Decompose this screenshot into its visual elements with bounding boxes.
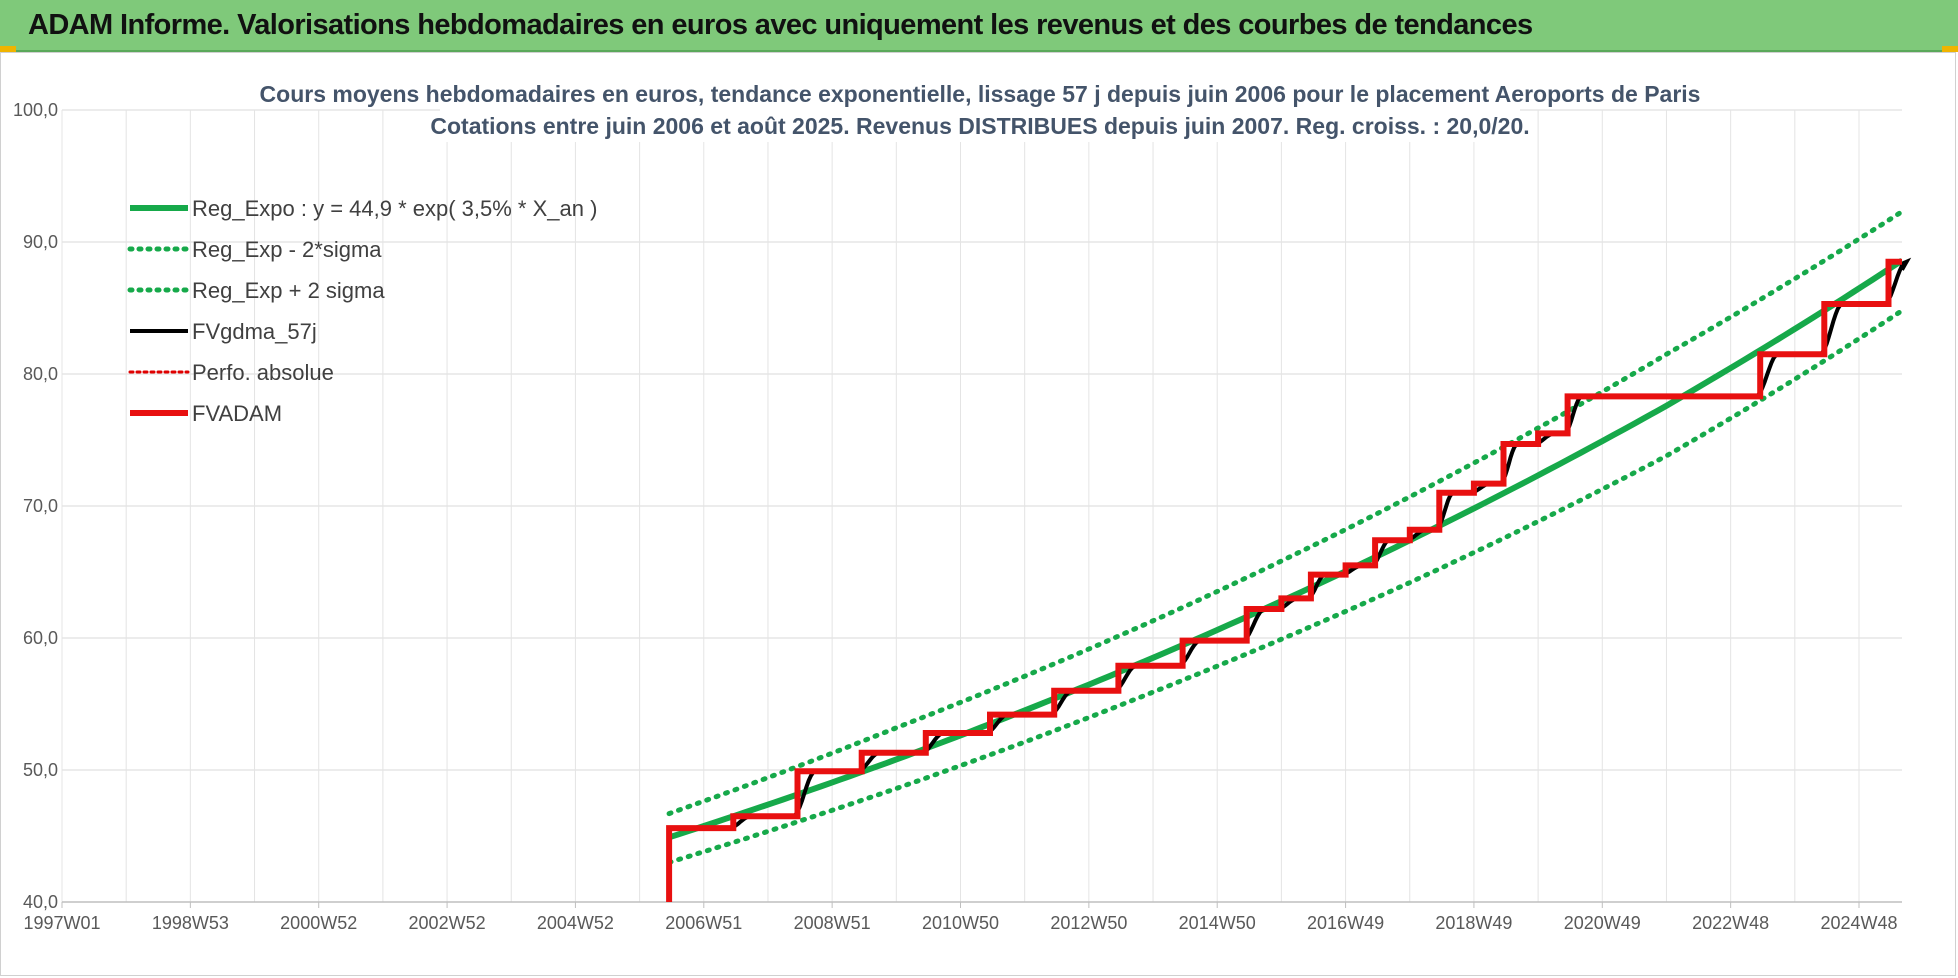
x-tick-label: 2016W49 [1307,913,1384,933]
corner-marker-left [0,46,16,52]
report-banner: ADAM Informe. Valorisations hebdomadaire… [0,0,1958,52]
title-background-1 [270,74,1690,108]
y-tick-label: 100,0 [13,100,58,120]
y-tick-label: 60,0 [23,628,58,648]
series-fvadam [666,258,1902,902]
x-tick-label: 2008W51 [794,913,871,933]
x-tick-label: 2012W50 [1050,913,1127,933]
x-tick-label: 2022W48 [1692,913,1769,933]
x-tick-label: 2024W48 [1820,913,1897,933]
x-tick-label: 2004W52 [537,913,614,933]
x-tick-label: 1997W01 [23,913,100,933]
series-reg-plus-2sigma [666,209,1905,817]
y-tick-label: 90,0 [23,232,58,252]
legend-label: FVADAM [192,401,282,426]
legend-label: FVgdma_57j [192,319,317,344]
y-tick-label: 70,0 [23,496,58,516]
legend-label: Perfo. absolue [192,360,334,385]
x-tick-label: 2010W50 [922,913,999,933]
grid-lines [61,109,1902,903]
chart-title-line-1: Cours moyens hebdomadaires en euros, ten… [260,81,1701,107]
series-lines [666,209,1912,902]
y-tick-label: 50,0 [23,760,58,780]
chart-frame [0,52,1956,976]
x-tick-label: 1998W53 [152,913,229,933]
title-background-2 [440,108,1520,142]
report-title: ADAM Informe. Valorisations hebdomadaire… [28,9,1533,41]
series-reg-expo [668,257,1904,841]
y-tick-label: 40,0 [23,892,58,912]
legend: Reg_Expo : y = 44,9 * exp( 3,5% * X_an )… [127,196,597,426]
x-tick-label: 2020W49 [1564,913,1641,933]
legend-label: Reg_Expo : y = 44,9 * exp( 3,5% * X_an ) [192,196,597,221]
x-tick-label: 2006W51 [665,913,742,933]
chart-title-line-2: Cotations entre juin 2006 et août 2025. … [430,113,1529,139]
x-tick-label: 2002W52 [409,913,486,933]
chart-title: Cours moyens hebdomadaires en euros, ten… [260,74,1701,142]
corner-marker-right [1942,46,1958,52]
legend-label: Reg_Exp + 2 sigma [192,278,385,303]
x-tick-label: 2018W49 [1435,913,1512,933]
x-axis-ticks: 1997W01 1998W53 2000W52 2002W52 2004W52 2006W… [23,902,1898,933]
x-tick-label: 2000W52 [280,913,357,933]
x-tick-label: 2014W50 [1179,913,1256,933]
series-reg-minus-2sigma [666,308,1905,865]
y-tick-label: 80,0 [23,364,58,384]
legend-label: Reg_Exp - 2*sigma [192,237,382,262]
y-axis-ticks: 40,0 50,0 60,0 70,0 80,0 90,0 100,0 [13,100,58,912]
